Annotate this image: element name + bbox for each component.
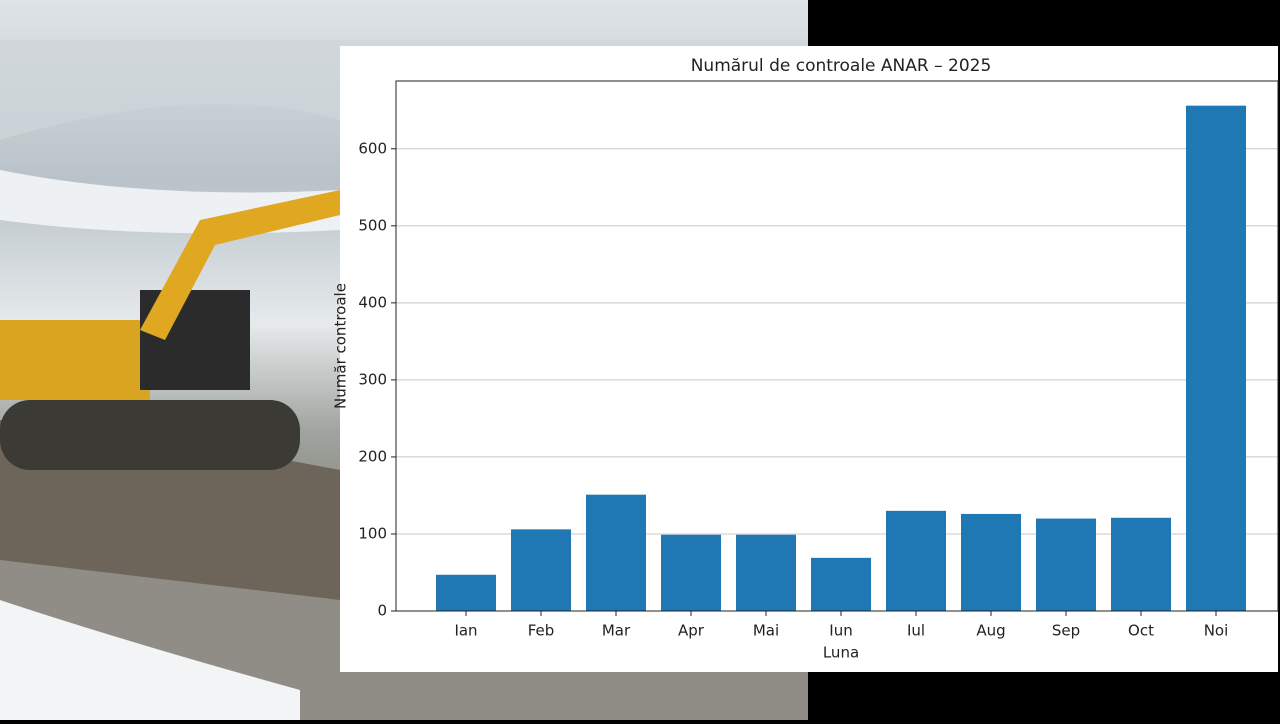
x-tick-label: Ian	[454, 622, 477, 640]
y-tick-label: 0	[377, 602, 387, 620]
x-tick-label: Mai	[753, 622, 779, 640]
bar	[511, 529, 571, 611]
x-tick-label: Sep	[1052, 622, 1080, 640]
bar	[811, 557, 871, 611]
bar	[1111, 517, 1171, 611]
x-tick-label: Apr	[678, 622, 705, 640]
y-axis-label: Număr controale	[332, 283, 350, 409]
x-tick-label: Feb	[528, 622, 555, 640]
bar	[886, 510, 946, 611]
x-tick-label: Oct	[1128, 622, 1154, 640]
bar	[661, 534, 721, 611]
y-tick-label: 100	[358, 524, 387, 542]
bar	[961, 513, 1021, 611]
y-tick-label: 400	[358, 293, 387, 311]
y-tick-label: 300	[358, 370, 387, 388]
bar	[586, 494, 646, 611]
bar	[1186, 105, 1246, 612]
x-tick-label: Aug	[976, 622, 1005, 640]
axes-frame	[395, 80, 1279, 612]
x-tick-label: Mar	[602, 622, 631, 640]
y-tick-label: 600	[358, 139, 387, 157]
x-tick-label: Iul	[907, 622, 925, 640]
bar	[1036, 518, 1096, 611]
bar	[736, 534, 796, 611]
y-tick-label: 500	[358, 216, 387, 234]
chart-title: Numărul de controale ANAR – 2025	[691, 56, 992, 76]
bar	[436, 574, 496, 611]
x-tick-label: Noi	[1204, 622, 1229, 640]
chart: 0 100 200 300 400 500 600 Ian Feb Mar Apr Mai Iun Iul…	[358, 105, 1278, 640]
y-tick-label: 200	[358, 447, 387, 465]
x-axis-label: Luna	[823, 644, 859, 662]
x-tick-label: Iun	[829, 622, 852, 640]
